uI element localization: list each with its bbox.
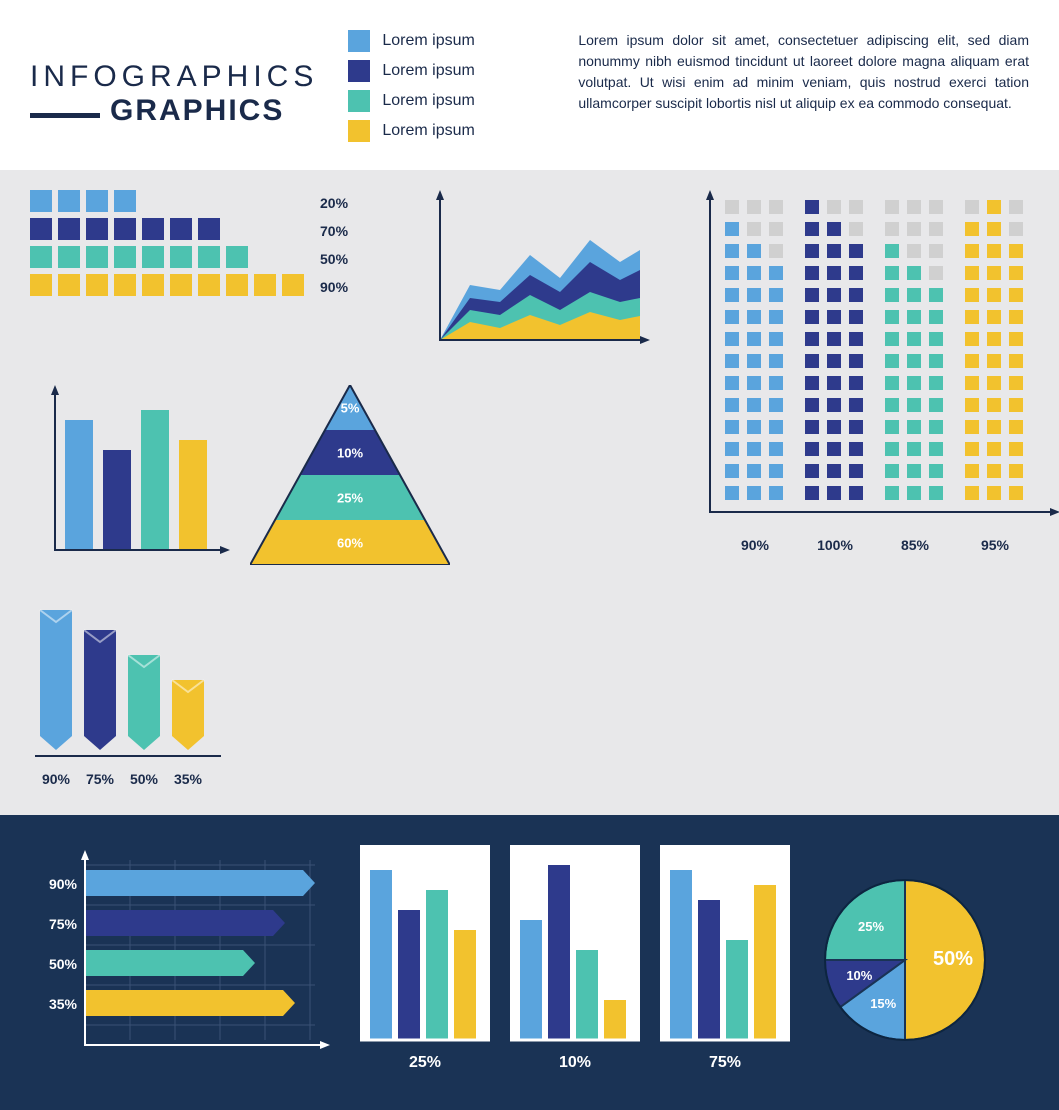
block-rows-chart: 20% 70% 50% 90% — [30, 190, 400, 365]
svg-text:75%: 75% — [709, 1054, 741, 1071]
svg-text:10%: 10% — [337, 446, 363, 461]
legend-swatch-icon — [348, 30, 370, 52]
legend-item: Lorem ipsum — [348, 60, 548, 82]
svg-text:90%: 90% — [741, 537, 770, 553]
bar-panel: 75% — [660, 845, 790, 1080]
legend-swatch-icon — [348, 60, 370, 82]
dot-matrix-chart: 90% 100% 85% 95% — [680, 190, 1059, 573]
legend-label: Lorem ipsum — [382, 92, 474, 110]
legend-item: Lorem ipsum — [348, 90, 548, 112]
legend-item: Lorem ipsum — [348, 30, 548, 52]
grey-left-col: 20% 70% 50% 90% 5% 10% 25% 60% 90% 75% 50% 35% — [30, 190, 660, 795]
pie-chart: 50% 15% 10% 25% — [820, 875, 990, 1050]
description-text: Lorem ipsum dolor sit amet, consectetuer… — [578, 30, 1029, 150]
svg-text:95%: 95% — [981, 537, 1010, 553]
legend-label: Lorem ipsum — [382, 32, 474, 50]
svg-text:60%: 60% — [337, 536, 363, 551]
small-bar-chart — [30, 385, 230, 570]
triple-bar-panels: 25% 10% 75% — [360, 845, 790, 1080]
svg-text:25%: 25% — [409, 1054, 441, 1071]
legend-swatch-icon — [348, 90, 370, 112]
svg-text:50%: 50% — [130, 771, 159, 787]
svg-text:5%: 5% — [341, 401, 360, 416]
svg-text:90%: 90% — [320, 279, 349, 295]
svg-text:85%: 85% — [901, 537, 930, 553]
arrow-bar-chart: 90% 75% 50% 35% — [30, 590, 226, 795]
title-rule-icon — [30, 113, 100, 118]
bar-panel: 10% — [510, 845, 640, 1080]
svg-text:75%: 75% — [86, 771, 115, 787]
infographic-page: INFOGRAPHICS GRAPHICS Lorem ipsumLorem i… — [0, 0, 1059, 1110]
area-chart — [420, 190, 650, 365]
svg-text:15%: 15% — [870, 996, 896, 1011]
title-line2: GRAPHICS — [110, 94, 284, 127]
svg-text:50%: 50% — [49, 956, 78, 972]
title-line1: INFOGRAPHICS — [30, 60, 318, 94]
title-line2-row: GRAPHICS — [30, 94, 318, 128]
legend-item: Lorem ipsum — [348, 120, 548, 142]
legend-label: Lorem ipsum — [382, 62, 474, 80]
horizontal-bar-chart: 90% 75% 50% 35% — [30, 850, 330, 1075]
legend: Lorem ipsum Lorem ipsum Lorem ipsum Lorem i… — [348, 30, 548, 150]
header-row: INFOGRAPHICS GRAPHICS Lorem ipsumLorem i… — [0, 0, 1059, 170]
legend-swatch-icon — [348, 120, 370, 142]
svg-text:50%: 50% — [320, 251, 349, 267]
svg-text:90%: 90% — [49, 876, 78, 892]
svg-text:50%: 50% — [933, 948, 973, 970]
section-grey: 20% 70% 50% 90% 5% 10% 25% 60% 90% 75% 50% 35% 90… — [0, 170, 1059, 815]
svg-text:75%: 75% — [49, 916, 78, 932]
svg-text:25%: 25% — [337, 491, 363, 506]
bar-panel: 25% — [360, 845, 490, 1080]
section-dark: 90% 75% 50% 35% 25% 10% 75% 50% 15% 10% 25% — [0, 815, 1059, 1110]
svg-text:35%: 35% — [174, 771, 203, 787]
grey-right-col: 90% 100% 85% 95% — [680, 190, 1059, 795]
pyramid-chart: 5% 10% 25% 60% — [250, 385, 450, 570]
title-block: INFOGRAPHICS GRAPHICS — [30, 30, 318, 150]
svg-text:20%: 20% — [320, 195, 349, 211]
svg-text:70%: 70% — [320, 223, 349, 239]
svg-text:100%: 100% — [817, 537, 853, 553]
svg-text:10%: 10% — [559, 1054, 591, 1071]
svg-text:35%: 35% — [49, 996, 78, 1012]
svg-text:25%: 25% — [858, 919, 884, 934]
svg-text:10%: 10% — [846, 968, 872, 983]
svg-text:90%: 90% — [42, 771, 71, 787]
legend-label: Lorem ipsum — [382, 122, 474, 140]
